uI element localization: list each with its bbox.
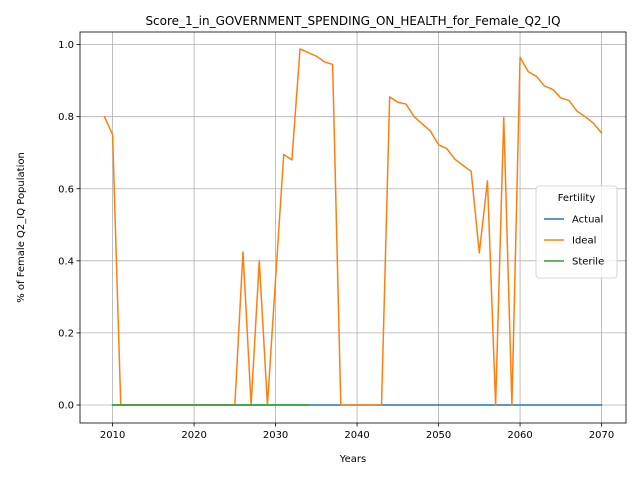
x-tick-label: 2070 — [589, 430, 614, 441]
legend-label-actual: Actual — [572, 215, 603, 226]
series-line-ideal — [103, 48, 603, 406]
grid-lines — [80, 32, 626, 423]
y-tick-label: 0.0 — [58, 400, 74, 411]
legend: Fertility Actual Ideal Sterile — [535, 185, 618, 279]
legend-label-sterile: Sterile — [572, 257, 604, 268]
x-tick-label: 2020 — [181, 430, 206, 441]
y-axis-label: % of Female Q2_IQ Population — [16, 152, 27, 303]
y-tick-label: 0.2 — [58, 328, 74, 339]
x-tick-label: 2010 — [100, 430, 125, 441]
y-axis-ticks: 0.0 0.2 0.4 0.6 0.8 1.0 — [58, 40, 80, 411]
x-axis-label: Years — [339, 454, 366, 465]
y-tick-label: 0.6 — [58, 184, 74, 195]
y-tick-label: 1.0 — [58, 40, 74, 51]
x-tick-label: 2060 — [507, 430, 532, 441]
series-layer — [103, 48, 603, 406]
plot-frame — [79, 31, 627, 424]
legend-label-ideal: Ideal — [572, 236, 596, 247]
x-tick-label: 2050 — [426, 430, 451, 441]
x-tick-label: 2030 — [263, 430, 288, 441]
x-axis-ticks: 2010 2020 2030 2040 2050 2060 2070 — [100, 423, 614, 441]
legend-title: Fertility — [558, 193, 596, 204]
legend-box — [535, 185, 618, 279]
y-tick-label: 0.4 — [58, 256, 74, 267]
chart-title: Score_1_in_GOVERNMENT_SPENDING_ON_HEALTH… — [145, 14, 560, 28]
x-tick-label: 2040 — [344, 430, 369, 441]
y-tick-label: 0.8 — [58, 112, 74, 123]
